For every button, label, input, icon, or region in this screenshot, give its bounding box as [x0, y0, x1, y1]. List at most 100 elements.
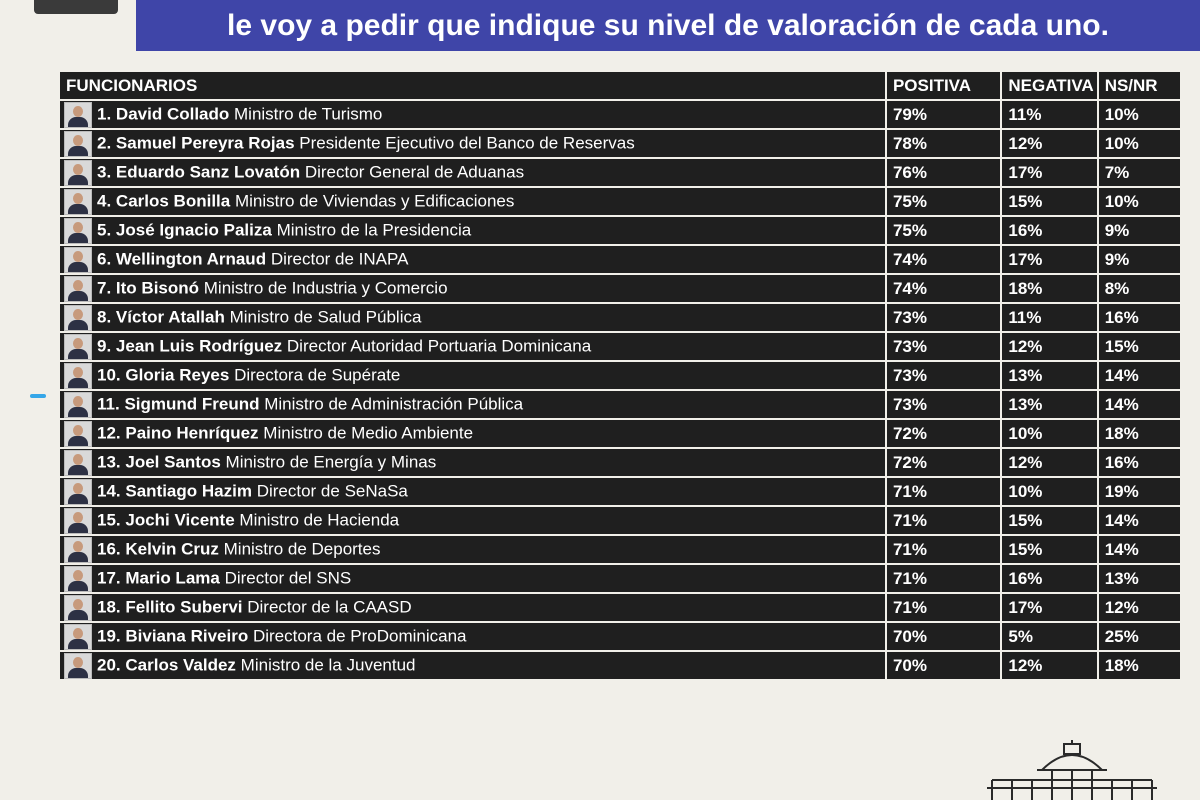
table-header-row: FUNCIONARIOS POSITIVA NEGATIVA NS/NR: [60, 72, 1180, 99]
person-photo-icon: [64, 391, 92, 418]
official-name: Jean Luis Rodríguez: [115, 335, 283, 355]
positiva-value: 73%: [886, 333, 1001, 360]
person-photo-icon: [64, 507, 92, 534]
person-photo-icon: [64, 101, 92, 128]
official-name: David Collado: [115, 103, 230, 123]
nsnr-value: 16%: [1098, 304, 1180, 331]
person-photo-icon: [64, 333, 92, 360]
official-cell: 2. Samuel Pereyra Rojas Presidente Ejecu…: [60, 130, 885, 157]
official-title: Ministro de Medio Ambiente: [263, 422, 474, 442]
positiva-value: 76%: [886, 159, 1001, 186]
positiva-value: 72%: [886, 449, 1001, 476]
table-row: 7. Ito Bisonó Ministro de Industria y Co…: [60, 275, 1180, 302]
question-number-badge: [34, 0, 118, 14]
column-header-negativa: NEGATIVA: [1002, 72, 1097, 99]
nsnr-value: 14%: [1098, 391, 1180, 418]
positiva-value: 74%: [886, 246, 1001, 273]
table-row: 13. Joel Santos Ministro de Energía y Mi…: [60, 449, 1180, 476]
positiva-value: 71%: [886, 507, 1001, 534]
official-name: Wellington Arnaud: [115, 248, 267, 268]
official-cell: 18. Fellito Subervi Director de la CAASD: [60, 594, 885, 621]
official-name: Mario Lama: [125, 567, 220, 587]
person-photo-icon: [64, 594, 92, 621]
official-name: José Ignacio Paliza: [115, 219, 272, 239]
table-row: 19. Biviana Riveiro Directora de ProDomi…: [60, 623, 1180, 650]
negativa-value: 13%: [1002, 362, 1097, 389]
official-name: Santiago Hazim: [125, 480, 252, 500]
negativa-value: 12%: [1002, 333, 1097, 360]
table-row: 8. Víctor Atallah Ministro de Salud Públ…: [60, 304, 1180, 331]
negativa-value: 10%: [1002, 420, 1097, 447]
official-name: Samuel Pereyra Rojas: [115, 132, 295, 152]
official-name: Jochi Vicente: [125, 509, 235, 529]
official-name: Paino Henríquez: [125, 422, 259, 442]
official-cell: 1. David Collado Ministro de Turismo: [60, 101, 885, 128]
person-photo-icon: [64, 420, 92, 447]
official-title: Director de la CAASD: [247, 596, 412, 616]
official-rank: 9.: [97, 335, 112, 355]
official-cell: 3. Eduardo Sanz Lovatón Director General…: [60, 159, 885, 186]
table-row: 12. Paino Henríquez Ministro de Medio Am…: [60, 420, 1180, 447]
official-rank: 20.: [97, 654, 121, 674]
nsnr-value: 12%: [1098, 594, 1180, 621]
table-row: 15. Jochi Vicente Ministro de Hacienda 71…: [60, 507, 1180, 534]
table-row: 11. Sigmund Freund Ministro de Administr…: [60, 391, 1180, 418]
negativa-value: 15%: [1002, 536, 1097, 563]
official-title: Ministro de la Presidencia: [276, 219, 472, 239]
official-rank: 1.: [97, 103, 112, 123]
official-rank: 13.: [97, 451, 121, 471]
official-cell: 12. Paino Henríquez Ministro de Medio Am…: [60, 420, 885, 447]
positiva-value: 75%: [886, 217, 1001, 244]
positiva-value: 70%: [886, 652, 1001, 679]
table-row: 18. Fellito Subervi Director de la CAASD…: [60, 594, 1180, 621]
nsnr-value: 18%: [1098, 420, 1180, 447]
person-photo-icon: [64, 130, 92, 157]
official-rank: 11.: [97, 393, 120, 413]
official-title: Ministro de Viviendas y Edificaciones: [234, 190, 515, 210]
nsnr-value: 13%: [1098, 565, 1180, 592]
official-title: Directora de ProDominicana: [252, 625, 467, 645]
official-name: Carlos Bonilla: [115, 190, 231, 210]
negativa-value: 16%: [1002, 565, 1097, 592]
table-row: 5. José Ignacio Paliza Ministro de la Pr…: [60, 217, 1180, 244]
official-name: Biviana Riveiro: [125, 625, 249, 645]
positiva-value: 71%: [886, 536, 1001, 563]
person-photo-icon: [64, 536, 92, 563]
official-name: Joel Santos: [125, 451, 221, 471]
official-name: Carlos Valdez: [125, 654, 236, 674]
table-row: 6. Wellington Arnaud Director de INAPA 74…: [60, 246, 1180, 273]
table-row: 14. Santiago Hazim Director de SeNaSa 71%…: [60, 478, 1180, 505]
person-photo-icon: [64, 565, 92, 592]
officials-rating-table: FUNCIONARIOS POSITIVA NEGATIVA NS/NR 1. …: [58, 70, 1182, 681]
negativa-value: 15%: [1002, 507, 1097, 534]
nsnr-value: 15%: [1098, 333, 1180, 360]
person-photo-icon: [64, 623, 92, 650]
positiva-value: 78%: [886, 130, 1001, 157]
official-name: Víctor Atallah: [115, 306, 225, 326]
official-rank: 15.: [97, 509, 121, 529]
official-cell: 5. José Ignacio Paliza Ministro de la Pr…: [60, 217, 885, 244]
official-rank: 7.: [97, 277, 112, 297]
negativa-value: 15%: [1002, 188, 1097, 215]
negativa-value: 10%: [1002, 478, 1097, 505]
capitol-building-icon: [987, 740, 1157, 800]
positiva-value: 75%: [886, 188, 1001, 215]
official-rank: 8.: [97, 306, 112, 326]
nsnr-value: 14%: [1098, 536, 1180, 563]
positiva-value: 73%: [886, 362, 1001, 389]
official-rank: 5.: [97, 219, 112, 239]
nsnr-value: 18%: [1098, 652, 1180, 679]
negativa-value: 11%: [1002, 304, 1097, 331]
official-title: Ministro de la Juventud: [240, 654, 416, 674]
positiva-value: 71%: [886, 565, 1001, 592]
negativa-value: 12%: [1002, 130, 1097, 157]
official-cell: 6. Wellington Arnaud Director de INAPA: [60, 246, 885, 273]
official-rank: 12.: [97, 422, 121, 442]
column-header-positiva: POSITIVA: [886, 72, 1001, 99]
negativa-value: 17%: [1002, 594, 1097, 621]
nsnr-value: 10%: [1098, 130, 1180, 157]
official-title: Directora de Supérate: [234, 364, 401, 384]
nsnr-value: 19%: [1098, 478, 1180, 505]
official-name: Sigmund Freund: [124, 393, 260, 413]
official-rank: 2.: [97, 132, 112, 152]
